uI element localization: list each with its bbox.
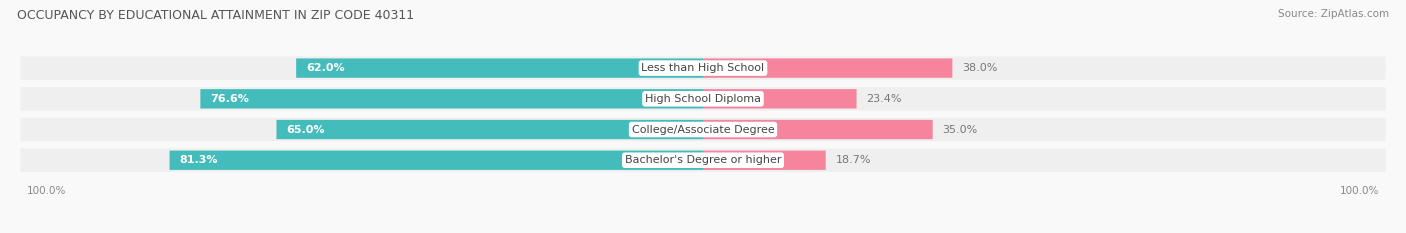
FancyBboxPatch shape [703,89,856,109]
FancyBboxPatch shape [201,89,703,109]
FancyBboxPatch shape [703,58,952,78]
Text: 18.7%: 18.7% [835,155,872,165]
FancyBboxPatch shape [21,118,1385,141]
FancyBboxPatch shape [297,58,703,78]
Text: 62.0%: 62.0% [307,63,344,73]
Text: 23.4%: 23.4% [866,94,901,104]
Text: 35.0%: 35.0% [942,124,977,134]
Text: Source: ZipAtlas.com: Source: ZipAtlas.com [1278,9,1389,19]
Text: OCCUPANCY BY EDUCATIONAL ATTAINMENT IN ZIP CODE 40311: OCCUPANCY BY EDUCATIONAL ATTAINMENT IN Z… [17,9,413,22]
FancyBboxPatch shape [21,149,1385,172]
Text: Less than High School: Less than High School [641,63,765,73]
FancyBboxPatch shape [277,120,703,139]
Text: High School Diploma: High School Diploma [645,94,761,104]
Text: College/Associate Degree: College/Associate Degree [631,124,775,134]
Text: 81.3%: 81.3% [180,155,218,165]
FancyBboxPatch shape [703,120,932,139]
Text: 65.0%: 65.0% [287,124,325,134]
Text: 38.0%: 38.0% [962,63,997,73]
FancyBboxPatch shape [703,151,825,170]
Text: 76.6%: 76.6% [211,94,249,104]
FancyBboxPatch shape [21,87,1385,110]
FancyBboxPatch shape [21,56,1385,80]
Text: Bachelor's Degree or higher: Bachelor's Degree or higher [624,155,782,165]
FancyBboxPatch shape [170,151,703,170]
